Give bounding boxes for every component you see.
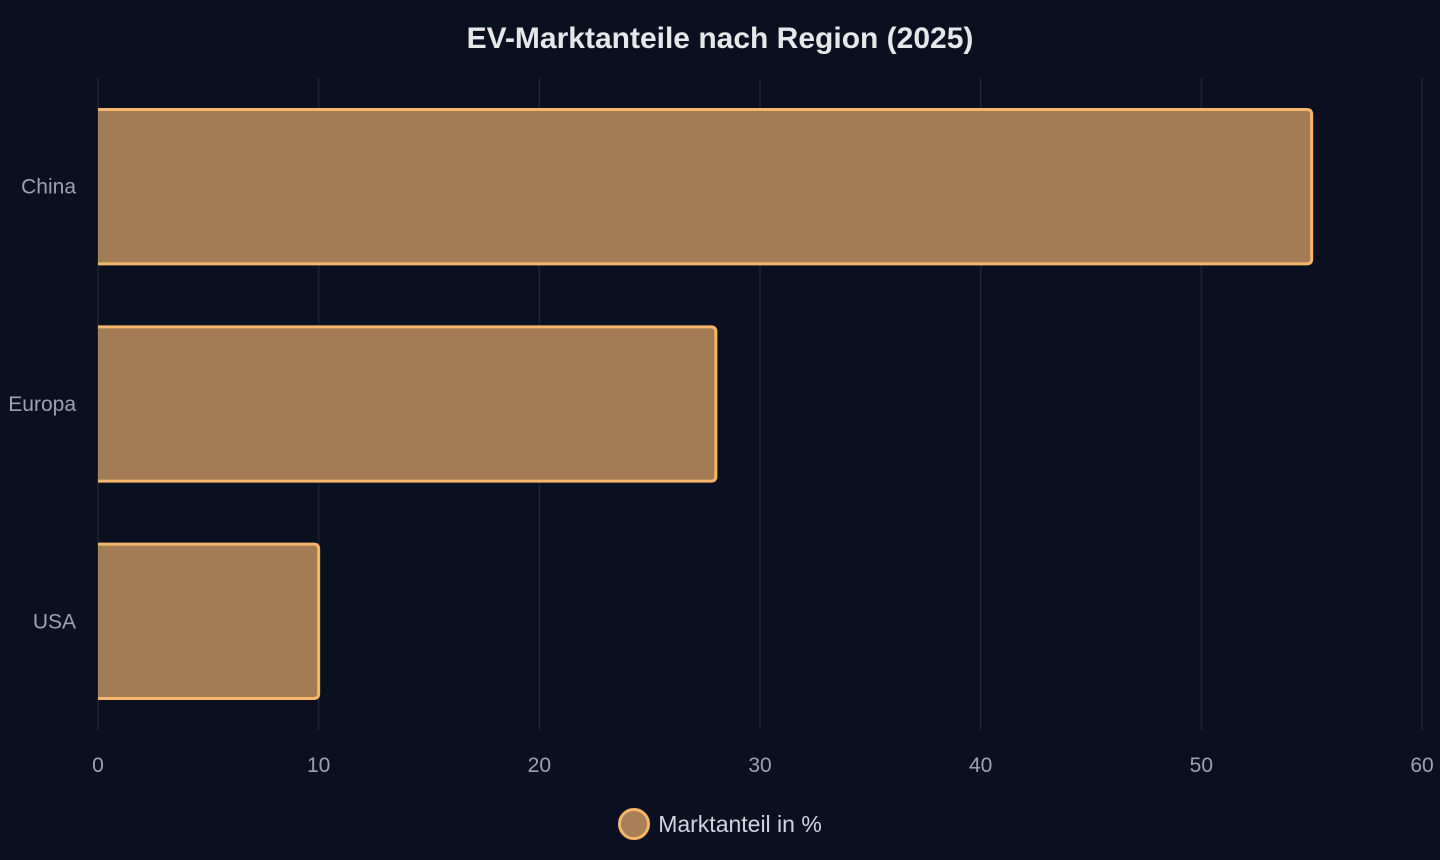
legend-label: Marktanteil in % <box>658 810 822 837</box>
x-tick-label: 40 <box>969 754 992 777</box>
x-tick-label: 10 <box>307 754 330 777</box>
x-tick-label: 0 <box>92 754 104 777</box>
bar-layer <box>98 108 1314 700</box>
chart-title: EV-Marktanteile nach Region (2025) <box>466 22 974 55</box>
x-tick-label: 60 <box>1410 754 1433 777</box>
y-axis-labels: China Europa USA <box>8 176 76 634</box>
y-category-label: USA <box>33 610 76 633</box>
legend-swatch <box>618 808 651 840</box>
bar-china[interactable] <box>98 108 1314 266</box>
bar-europa[interactable] <box>98 325 718 483</box>
x-tick-label: 20 <box>528 754 551 777</box>
bar-usa[interactable] <box>98 542 321 700</box>
legend[interactable]: Marktanteil in % <box>0 808 1440 840</box>
x-axis-labels: 0 10 20 30 40 50 60 <box>92 754 1434 777</box>
x-tick-label: 50 <box>1190 754 1213 777</box>
y-category-label: Europa <box>8 393 76 416</box>
x-tick-label: 30 <box>748 754 771 777</box>
y-category-label: China <box>21 176 76 199</box>
